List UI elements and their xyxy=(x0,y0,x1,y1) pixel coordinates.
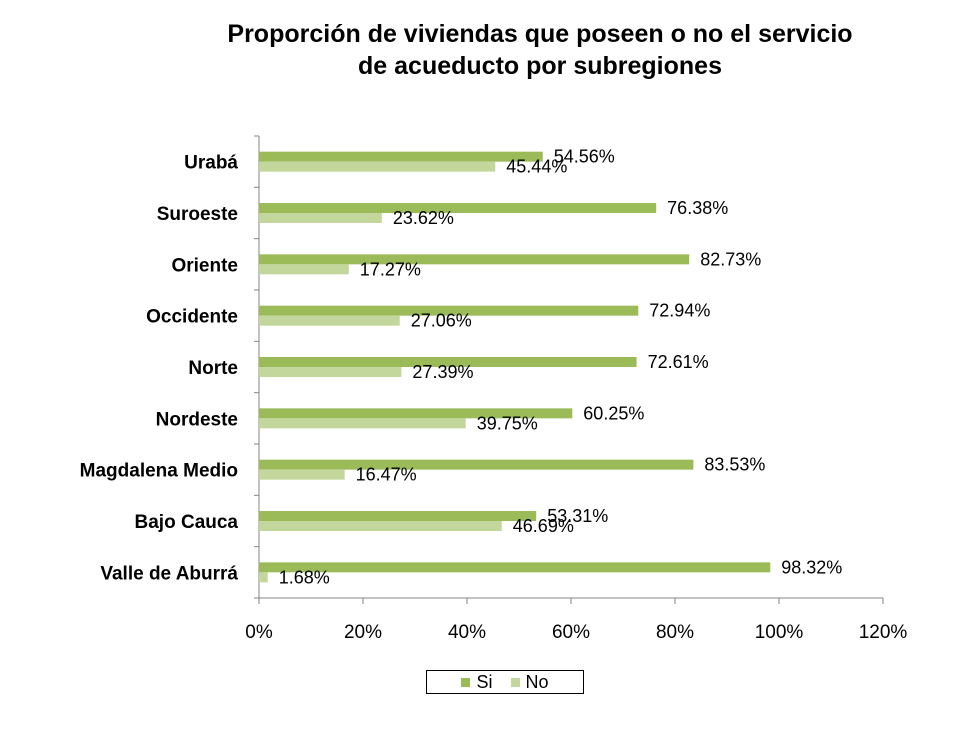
data-label: 46.69% xyxy=(513,516,574,536)
x-tick-label: 20% xyxy=(344,622,382,643)
bar-si xyxy=(259,305,639,316)
category-label: Occidente xyxy=(146,307,238,328)
x-tick-label: 60% xyxy=(552,622,590,643)
legend-label-no: No xyxy=(525,671,549,692)
bar-si xyxy=(259,511,537,521)
bar-si xyxy=(259,357,637,367)
data-label: 23.62% xyxy=(393,208,454,228)
category-label: Nordeste xyxy=(156,409,238,430)
legend-item-no: No xyxy=(510,671,549,693)
bar-si xyxy=(259,408,573,419)
data-label: 27.06% xyxy=(411,311,472,331)
x-tick-label: 100% xyxy=(755,622,804,643)
data-label: 98.32% xyxy=(781,557,842,577)
data-label: 83.53% xyxy=(704,455,765,475)
data-label: 45.44% xyxy=(506,157,567,177)
bar-no xyxy=(259,315,400,326)
legend-item-si: Si xyxy=(461,671,493,693)
bar-si xyxy=(259,203,657,213)
bar-no xyxy=(259,572,268,583)
bar-no xyxy=(259,213,382,223)
bar-si xyxy=(259,459,694,470)
x-tick-label: 0% xyxy=(245,622,273,643)
bar-si xyxy=(259,151,543,162)
legend-swatch-no xyxy=(510,677,520,687)
bar-no xyxy=(259,521,502,531)
category-label: Bajo Cauca xyxy=(135,512,239,533)
data-label: 27.39% xyxy=(412,362,473,382)
x-tick-label: 80% xyxy=(656,622,694,643)
data-label: 60.25% xyxy=(583,403,644,423)
data-label: 72.61% xyxy=(648,352,709,372)
data-label: 76.38% xyxy=(667,198,728,218)
category-label: Valle de Aburrá xyxy=(100,563,238,584)
chart-title-line-2: de acueducto por subregiones xyxy=(358,52,722,80)
x-tick-label: 40% xyxy=(448,622,486,643)
data-label: 1.68% xyxy=(279,567,330,587)
data-label: 53.31% xyxy=(547,506,608,526)
bar-no xyxy=(259,264,349,275)
chart-title: Proporción de viviendas que poseen o no … xyxy=(150,18,930,82)
data-label: 16.47% xyxy=(356,465,417,485)
data-label: 82.73% xyxy=(700,249,761,269)
bar-no xyxy=(259,418,466,429)
x-tick-label: 120% xyxy=(859,622,908,643)
bar-no xyxy=(259,161,496,172)
bar-no xyxy=(259,469,345,480)
category-label: Norte xyxy=(188,358,238,379)
bar-si xyxy=(259,562,771,573)
bar-no xyxy=(259,367,402,377)
legend: Si No xyxy=(426,670,584,694)
legend-swatch-si xyxy=(461,677,471,687)
data-label: 39.75% xyxy=(477,413,538,433)
category-label: Oriente xyxy=(171,255,238,276)
chart-title-line-1: Proporción de viviendas que poseen o no … xyxy=(227,20,853,48)
legend-label-si: Si xyxy=(476,671,493,692)
data-label: 17.27% xyxy=(360,259,421,279)
category-label: Magdalena Medio xyxy=(80,461,238,482)
category-label: Suroeste xyxy=(157,204,238,225)
data-label: 54.56% xyxy=(554,147,615,167)
category-label: Urabá xyxy=(184,153,238,174)
bar-si xyxy=(259,254,690,265)
data-label: 72.94% xyxy=(649,301,710,321)
